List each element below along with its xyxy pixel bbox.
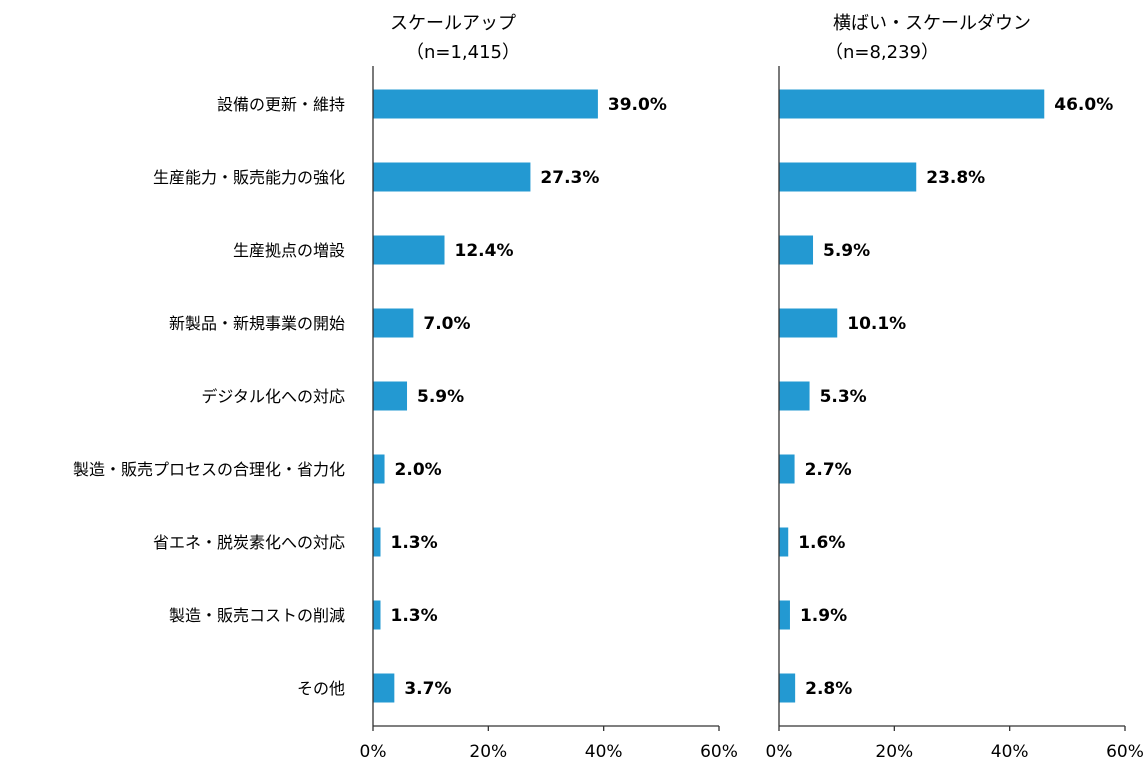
bar [779,162,917,192]
x-tick-label: 20% [469,742,507,762]
x-tick-label: 20% [875,742,913,762]
data-label: 1.6% [798,533,845,553]
bar [779,381,810,411]
data-label: 2.7% [805,460,852,480]
x-tick-label: 0% [360,742,387,762]
data-label: 7.0% [423,314,470,334]
bar [779,673,796,703]
data-label: 2.0% [395,460,442,480]
data-label: 10.1% [847,314,906,334]
bar [779,89,1045,119]
data-label: 2.8% [805,679,852,699]
data-label: 5.9% [823,241,870,261]
data-label: 1.9% [800,606,847,626]
data-label: 46.0% [1054,95,1113,115]
category-label: その他 [297,679,345,698]
bar [373,527,381,557]
bar [373,600,381,630]
bar [779,527,789,557]
chart-subtitle: （n=1,415） [406,42,520,63]
data-label: 39.0% [608,95,667,115]
category-label: 設備の更新・維持 [217,95,345,114]
bar [373,454,385,484]
data-label: 1.3% [390,533,437,553]
bar [779,308,838,338]
bar [779,454,795,484]
bar [373,89,598,119]
chart-subtitle: （n=8,239） [825,42,939,63]
category-label: 省エネ・脱炭素化への対応 [153,533,345,552]
x-tick-label: 60% [700,742,738,762]
data-label: 1.3% [390,606,437,626]
chart-title: スケールアップ [390,13,516,34]
category-label: デジタル化への対応 [201,387,345,406]
x-tick-label: 0% [766,742,793,762]
bar [373,308,414,338]
data-label: 12.4% [455,241,514,261]
bar [779,600,790,630]
data-label: 5.3% [820,387,867,407]
category-label: 生産拠点の増設 [233,241,345,260]
bar [373,381,408,411]
data-label: 5.9% [417,387,464,407]
data-label: 27.3% [540,168,599,188]
x-tick-label: 40% [991,742,1029,762]
data-label: 3.7% [404,679,451,699]
category-label: 新製品・新規事業の開始 [169,314,345,333]
bar [779,235,814,265]
data-label: 23.8% [926,168,985,188]
bar [373,673,395,703]
bar [373,235,445,265]
category-label: 製造・販売コストの削減 [169,606,345,625]
category-label: 生産能力・販売能力の強化 [153,168,345,187]
chart-title: 横ばい・スケールダウン [833,13,1031,34]
x-tick-label: 60% [1106,742,1144,762]
bar [373,162,531,192]
category-label: 製造・販売プロセスの合理化・省力化 [73,460,345,479]
x-tick-label: 40% [585,742,623,762]
